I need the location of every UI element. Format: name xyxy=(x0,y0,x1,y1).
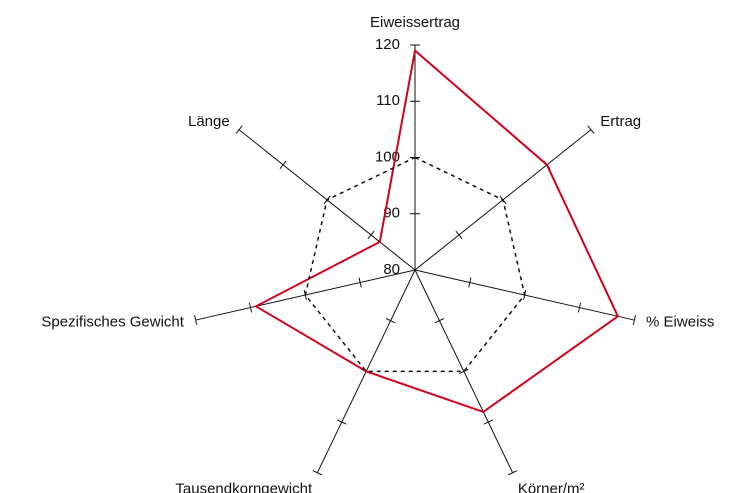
tick-mark xyxy=(434,318,445,324)
tick-mark xyxy=(483,419,493,425)
axis-label: Ertrag xyxy=(600,113,641,130)
tick-mark xyxy=(507,470,518,476)
tick-mark xyxy=(248,302,253,313)
tick-mark xyxy=(337,419,347,425)
axis-label: Spezifisches Gewicht xyxy=(41,314,184,331)
tick-mark xyxy=(358,277,362,288)
tick-label: 90 xyxy=(383,205,400,222)
tick-label: 110 xyxy=(376,92,400,109)
tick-label: 80 xyxy=(383,261,400,278)
tick-mark xyxy=(235,125,243,134)
radar-line xyxy=(304,156,526,373)
axis-label: Eiweissertrag xyxy=(370,14,460,31)
axis-label: Tausendkorngewicht xyxy=(175,480,313,493)
axis-label: Körner/m² xyxy=(518,480,585,493)
tick-mark xyxy=(279,160,287,170)
tick-mark xyxy=(367,230,375,240)
tick-mark xyxy=(312,470,323,476)
tick-mark xyxy=(194,315,198,326)
tick-mark xyxy=(577,302,582,313)
tick-mark xyxy=(632,315,636,326)
axis-label: % Eiweiss xyxy=(646,314,714,331)
tick-mark xyxy=(587,125,595,134)
tick-label: 120 xyxy=(375,36,400,53)
axis-label: Länge xyxy=(188,113,230,130)
tick-mark xyxy=(459,368,469,374)
tick-mark xyxy=(468,277,472,288)
tick-mark xyxy=(385,318,396,324)
radar-line xyxy=(253,48,620,414)
tick-mark xyxy=(455,230,463,240)
